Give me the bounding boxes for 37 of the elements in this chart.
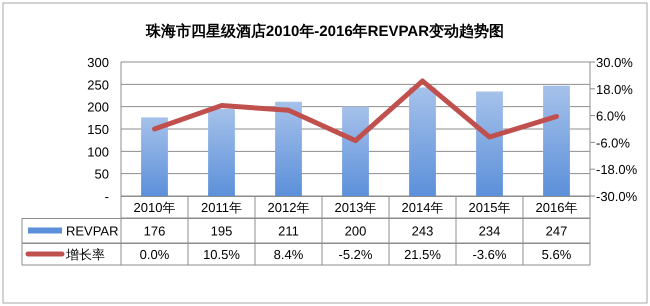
ytick: 50	[94, 166, 109, 182]
data-label: -3.6%	[472, 247, 506, 262]
ytick: 300	[87, 55, 109, 70]
xtick: 2016年	[536, 200, 578, 215]
y2tick: -6.0%	[596, 135, 630, 150]
data-label: 211	[278, 224, 299, 238]
ytick: 250	[87, 77, 109, 92]
xtick: 2013年	[334, 200, 376, 215]
y2tick: 6.0%	[596, 108, 626, 124]
data-label: 0.0%	[140, 247, 170, 262]
xtick: 2014年	[402, 200, 444, 215]
y2tick: 18.0%	[596, 82, 633, 97]
data-label: 10.5%	[203, 247, 240, 262]
data-label: -5.2%	[338, 247, 372, 262]
y2tick: 30.0%	[596, 55, 633, 70]
xtick: 2012年	[268, 200, 310, 215]
data-label: 243	[412, 224, 434, 238]
ytick: 200	[87, 100, 109, 115]
xtick: 2011年	[201, 200, 242, 215]
data-label: 195	[210, 224, 232, 238]
data-label: 5.6%	[542, 247, 572, 262]
ytick: 100	[87, 144, 109, 160]
xtick: 2010年	[134, 200, 176, 215]
y2tick: -30.0%	[596, 189, 638, 204]
y2tick: -18.0%	[596, 162, 638, 178]
data-label: 21.5%	[404, 247, 441, 262]
data-label: 200	[344, 224, 366, 238]
data-label: 247	[546, 224, 568, 238]
ytick: 150	[87, 122, 109, 137]
title: 珠海市四星级酒店2010年-2016年REVPAR变动趋势图	[146, 23, 504, 40]
data-label: 234	[478, 224, 500, 238]
legend-label: REVPAR	[66, 224, 118, 238]
data-label: 176	[144, 224, 166, 238]
data-label: 8.4%	[274, 247, 304, 262]
xtick: 2015年	[468, 200, 510, 215]
legend-label: 增长率	[66, 247, 105, 262]
ytick: -	[104, 189, 109, 204]
